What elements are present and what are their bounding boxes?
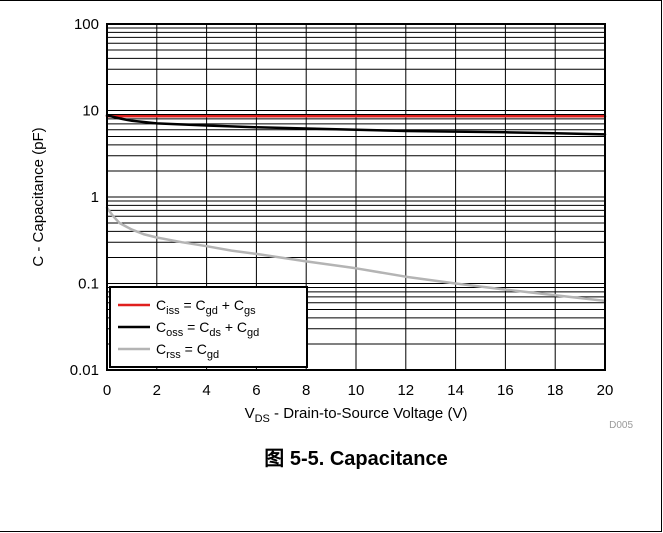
y-axis-label: C - Capacitance (pF) <box>30 127 47 266</box>
x-tick-label: 0 <box>103 382 111 399</box>
y-tick-label: 0.01 <box>70 362 99 379</box>
x-tick-label: 18 <box>547 382 564 399</box>
y-tick-label: 0.1 <box>78 276 99 293</box>
x-tick-label: 6 <box>252 382 260 399</box>
x-tick-label: 2 <box>153 382 161 399</box>
x-tick-label: 8 <box>302 382 310 399</box>
y-tick-label: 100 <box>74 16 99 33</box>
x-tick-label: 12 <box>397 382 414 399</box>
x-tick-label: 4 <box>202 382 210 399</box>
y-tick-label: 1 <box>91 189 99 206</box>
legend-label-1: Ciss = Cgd + Cgs <box>156 297 256 317</box>
series-line-3 <box>105 206 607 303</box>
x-tick-label: 20 <box>597 382 614 399</box>
plot-border <box>106 23 606 371</box>
x-tick-label: 10 <box>348 382 365 399</box>
x-tick-label: 14 <box>447 382 464 399</box>
x-axis-label: VDS - Drain-to-Source Voltage (V) <box>245 405 468 425</box>
x-tick-label: 16 <box>497 382 514 399</box>
series-layer <box>105 114 607 303</box>
figure-code: D005 <box>609 420 633 431</box>
y-tick-label: 10 <box>82 103 99 120</box>
legend-label-3: Crss = Cgd <box>156 341 219 361</box>
tick-labels: 0 2 4 6 8 10 12 14 16 18 20 0.01 0.1 1 10 100 <box>70 16 614 399</box>
figure-caption: 图 5-5. Capacitance <box>264 447 447 470</box>
legend-label-2: Coss = Cds + Cgd <box>156 319 259 339</box>
series-line-2 <box>105 114 607 136</box>
